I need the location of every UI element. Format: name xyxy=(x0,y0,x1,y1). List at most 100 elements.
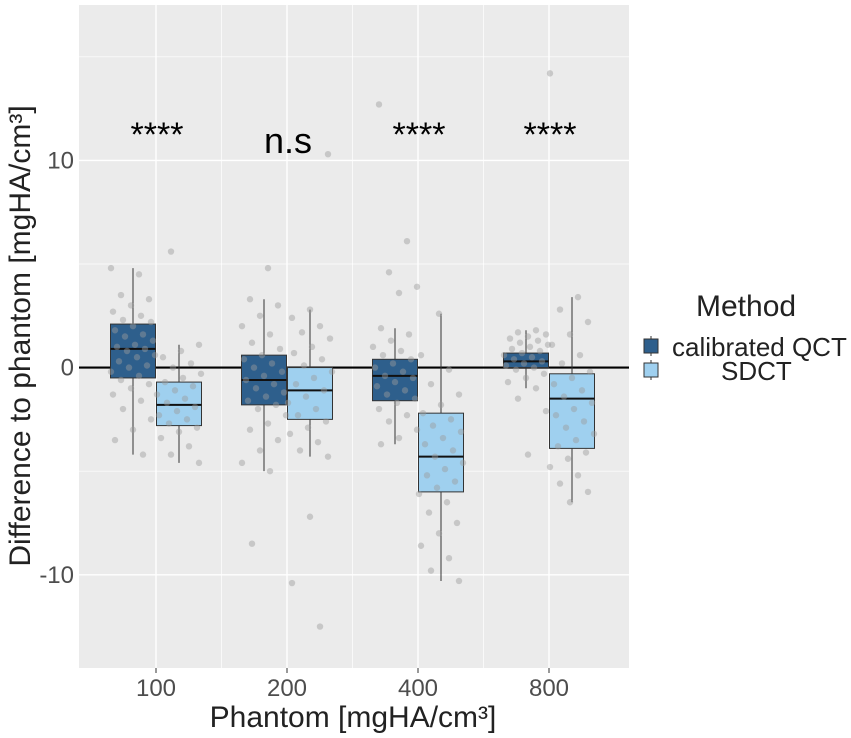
data-point xyxy=(429,422,437,429)
data-point xyxy=(129,322,137,330)
data-point xyxy=(540,370,548,377)
data-point xyxy=(399,368,407,375)
data-point xyxy=(538,358,546,365)
legend-key-calibrated-qct xyxy=(643,338,659,354)
data-point xyxy=(534,337,542,344)
data-point xyxy=(111,436,119,444)
data-point xyxy=(161,378,169,386)
data-point xyxy=(248,540,256,547)
data-point xyxy=(159,354,167,361)
data-point xyxy=(417,351,425,359)
data-point xyxy=(544,341,552,348)
data-point xyxy=(403,412,411,419)
data-point xyxy=(131,341,139,348)
data-point xyxy=(242,376,250,384)
data-point xyxy=(419,409,427,417)
data-point xyxy=(578,387,586,394)
plot-panel xyxy=(79,5,629,668)
data-point xyxy=(276,345,284,353)
x-tick-label-400: 400 xyxy=(398,675,438,702)
data-point xyxy=(149,337,157,344)
data-point xyxy=(258,351,266,359)
x-tick-label-100: 100 xyxy=(136,675,176,702)
box-iqr xyxy=(110,323,156,379)
box-calibrated-qct-100 xyxy=(110,268,156,455)
data-point xyxy=(288,579,296,587)
data-point xyxy=(145,296,153,303)
y-tick-label: 0 xyxy=(61,355,74,382)
data-point xyxy=(530,364,538,371)
data-point xyxy=(238,459,246,467)
data-point xyxy=(375,405,383,413)
data-point xyxy=(308,343,316,351)
data-point xyxy=(445,366,453,373)
data-point xyxy=(397,347,405,355)
legend-item-calibrated-qct: calibrated QCT xyxy=(643,332,847,362)
data-point xyxy=(546,70,554,77)
x-tick-label-200: 200 xyxy=(267,675,307,702)
data-point xyxy=(451,478,459,485)
jitter-points xyxy=(107,70,598,630)
data-point xyxy=(107,368,115,375)
data-point xyxy=(137,397,145,404)
data-point xyxy=(421,441,429,448)
data-point xyxy=(586,368,594,375)
data-point xyxy=(435,310,443,317)
data-point xyxy=(568,374,576,382)
data-point xyxy=(264,420,272,427)
data-point xyxy=(514,395,522,402)
data-point xyxy=(395,289,403,297)
data-point xyxy=(393,399,401,406)
data-point xyxy=(439,434,447,442)
data-point xyxy=(435,530,443,537)
significance-labels: **** n.s **** **** xyxy=(131,116,577,161)
data-point xyxy=(455,577,463,585)
data-point xyxy=(266,467,274,475)
data-point xyxy=(125,364,133,371)
data-point xyxy=(373,383,381,390)
data-point xyxy=(528,354,536,361)
data-point xyxy=(415,490,423,498)
data-point xyxy=(385,418,393,425)
data-point xyxy=(238,322,246,330)
y-tick-label: 10 xyxy=(47,147,74,174)
data-point xyxy=(510,356,518,363)
data-point xyxy=(324,150,332,158)
data-point xyxy=(113,343,121,351)
data-point xyxy=(284,399,292,406)
data-point xyxy=(133,354,141,361)
data-point xyxy=(280,389,288,396)
data-point xyxy=(526,343,534,351)
data-point xyxy=(560,393,568,400)
data-point xyxy=(385,269,393,276)
data-point xyxy=(107,264,115,272)
data-point xyxy=(558,360,566,367)
data-point xyxy=(508,345,516,353)
data-point xyxy=(584,488,592,496)
data-point xyxy=(449,447,457,454)
data-point xyxy=(300,362,308,369)
data-point xyxy=(556,306,564,313)
data-point xyxy=(552,412,560,419)
data-point xyxy=(312,405,320,413)
data-point xyxy=(423,472,431,479)
data-point xyxy=(427,567,435,574)
data-point xyxy=(185,443,193,450)
significance-label-200: n.s xyxy=(264,120,312,161)
legend-item-sdct: SDCT xyxy=(643,356,792,386)
data-point xyxy=(141,345,149,353)
data-point xyxy=(262,393,270,400)
boxes xyxy=(110,268,595,581)
significance-label-400: **** xyxy=(393,116,446,154)
y-tick-labels: -10 0 10 xyxy=(39,147,74,588)
data-point xyxy=(115,358,123,365)
data-point xyxy=(381,372,389,380)
data-point xyxy=(135,372,143,380)
legend-key-sdct xyxy=(643,362,659,378)
data-point xyxy=(155,412,163,419)
data-point xyxy=(250,364,258,371)
data-point xyxy=(532,327,540,334)
data-point xyxy=(266,331,274,338)
data-point xyxy=(165,420,173,427)
data-point xyxy=(240,356,248,363)
